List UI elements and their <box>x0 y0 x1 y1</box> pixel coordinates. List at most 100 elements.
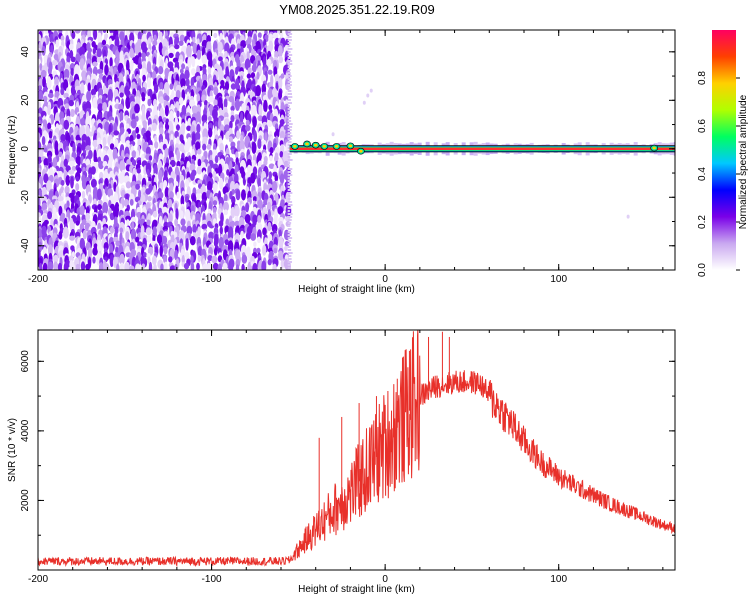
noise-cell <box>208 95 215 103</box>
noise-cell <box>179 210 184 220</box>
noise-edge <box>287 228 292 230</box>
noise-cell <box>58 124 63 130</box>
noise-cell <box>134 103 140 114</box>
noise-cell <box>180 218 186 226</box>
noise-cell <box>269 147 274 154</box>
noise-cell <box>70 176 74 189</box>
noise-edge <box>287 162 291 164</box>
noise-cell <box>75 183 80 191</box>
noise-edge <box>287 93 293 95</box>
noise-cell <box>268 233 273 243</box>
noise-cell <box>192 223 197 234</box>
noise-edge <box>287 135 293 137</box>
noise-cell <box>63 68 70 80</box>
noise-cell <box>109 226 115 234</box>
noise-cell <box>196 165 202 175</box>
noise-cell <box>267 201 272 213</box>
noise-cell <box>39 63 43 72</box>
noise-cell <box>86 90 92 102</box>
noise-cell <box>63 158 68 167</box>
noise-edge <box>287 90 292 92</box>
noise-cell <box>60 134 66 142</box>
noise-cell <box>97 32 102 45</box>
noise-edge <box>287 126 293 128</box>
noise-cell <box>135 115 139 122</box>
noise-cell <box>262 94 269 102</box>
noise-cell <box>278 90 283 100</box>
noise-cell <box>92 247 98 256</box>
noise-cell <box>57 195 64 202</box>
noise-cell <box>118 172 125 184</box>
spectrogram-x-label: Height of straight line (km) <box>298 284 415 295</box>
noise-cell <box>250 104 257 117</box>
noise-cell <box>92 139 99 148</box>
noise-cell <box>163 261 168 270</box>
noise-cell <box>163 215 168 224</box>
noise-cell <box>68 99 75 107</box>
noise-cell <box>75 263 81 270</box>
noise-edge <box>287 243 291 245</box>
noise-cell <box>113 192 119 204</box>
noise-cell <box>263 159 268 166</box>
noise-cell <box>279 151 284 158</box>
noise-cell <box>174 107 178 113</box>
noise-cell <box>202 143 207 151</box>
noise-edge <box>287 240 292 242</box>
noise-cell <box>284 245 288 251</box>
noise-cell <box>240 230 244 239</box>
noise-cell <box>75 53 81 63</box>
noise-cell <box>97 204 102 211</box>
noise-cell <box>272 263 277 270</box>
noise-cell <box>234 205 240 218</box>
noise-cell <box>80 261 86 270</box>
noise-cell <box>228 261 234 270</box>
noise-cell <box>197 245 203 257</box>
noise-cell <box>46 180 52 193</box>
spectrogram-y-tick-label: 40 <box>20 46 31 58</box>
noise-cell <box>180 78 186 89</box>
noise-cell <box>230 115 235 123</box>
noise-cell <box>278 216 284 223</box>
noise-edge <box>287 174 293 176</box>
noise-edge <box>287 102 292 104</box>
noise-edge <box>287 132 292 134</box>
noise-edge <box>287 222 292 224</box>
noise-cell <box>47 211 53 220</box>
noise-cell <box>212 262 219 270</box>
noise-cell <box>119 227 124 233</box>
noise-edge <box>287 33 293 35</box>
noise-cell <box>196 123 201 134</box>
noise-cell <box>38 132 41 142</box>
noise-cell <box>201 223 208 230</box>
noise-cell <box>141 95 146 102</box>
noise-cell <box>235 151 239 159</box>
noise-cell <box>257 138 262 150</box>
spectrogram-x-tick-label: -200 <box>28 274 48 285</box>
noise-cell <box>65 175 71 186</box>
noise-cell <box>174 130 180 139</box>
noise-edge <box>287 195 291 197</box>
noise-cell <box>90 166 96 175</box>
noise-cell <box>124 261 130 270</box>
noise-cell <box>70 56 76 63</box>
noise-cell <box>236 130 241 140</box>
noise-cell <box>273 215 278 227</box>
snr-x-tick-label: 0 <box>382 574 388 585</box>
noise-cell <box>274 174 279 182</box>
noise-cell <box>69 160 75 167</box>
noise-edge <box>287 225 291 227</box>
noise-cell <box>131 159 137 167</box>
noise-cell <box>148 176 152 183</box>
noise-cell <box>169 265 176 270</box>
noise-cell <box>241 102 247 112</box>
noise-cell <box>97 68 104 75</box>
noise-cell <box>159 127 164 136</box>
noise-cell <box>96 48 102 58</box>
noise-cell <box>212 170 217 179</box>
snr-y-tick-label: 2000 <box>20 489 31 512</box>
noise-cell <box>247 164 252 173</box>
noise-cell <box>267 88 274 100</box>
noise-edge <box>287 210 290 212</box>
